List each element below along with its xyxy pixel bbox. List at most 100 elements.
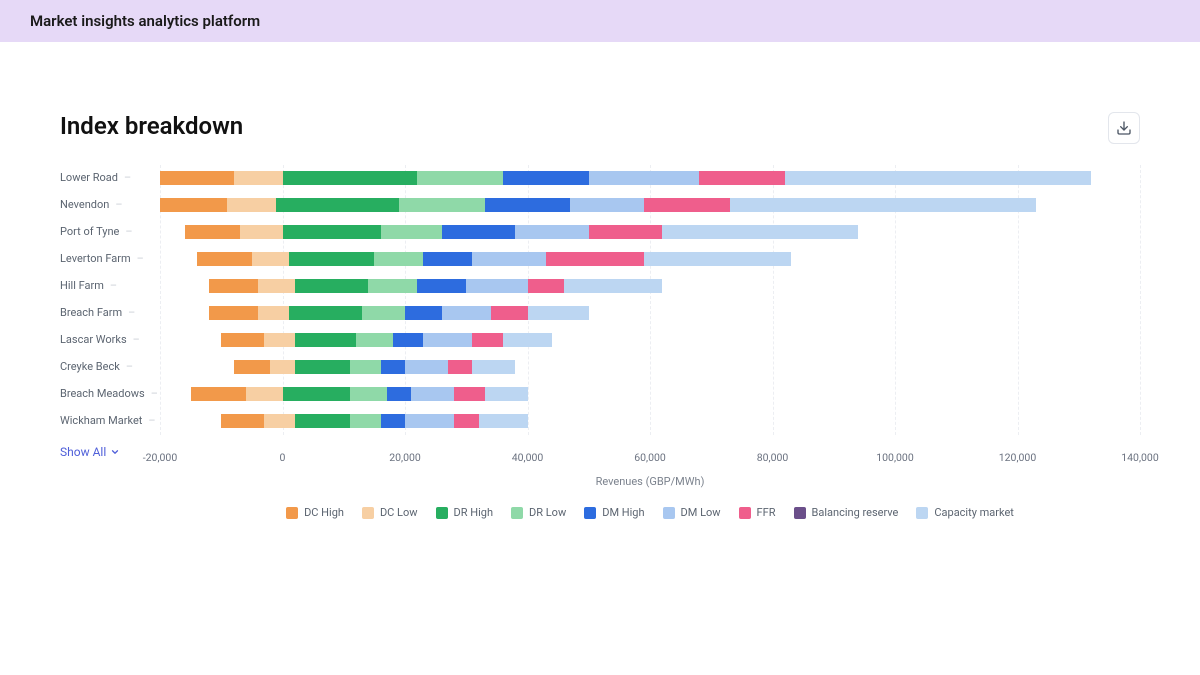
legend-label: Balancing reserve xyxy=(812,506,899,519)
bar-segment xyxy=(644,198,730,212)
bar-track[interactable] xyxy=(221,333,552,347)
x-tick: 60,000 xyxy=(634,451,666,464)
x-tick: 80,000 xyxy=(757,451,789,464)
bar-segment xyxy=(197,252,252,266)
bar-segment xyxy=(405,360,448,374)
bar-segment xyxy=(423,333,472,347)
bar-track[interactable] xyxy=(185,225,859,239)
bar-segment xyxy=(393,333,424,347)
bar-segment xyxy=(264,414,295,428)
bar-track[interactable] xyxy=(197,252,791,266)
bar-segment xyxy=(209,306,258,320)
bar-segment xyxy=(485,387,528,401)
legend-label: DC High xyxy=(304,506,344,519)
bar-track[interactable] xyxy=(234,360,516,374)
legend-label: DM Low xyxy=(681,506,721,519)
bar-segment xyxy=(295,414,350,428)
bar-segment xyxy=(221,333,264,347)
bar-segment xyxy=(295,360,350,374)
download-button[interactable] xyxy=(1108,112,1140,144)
bar-segment xyxy=(485,198,571,212)
bar-segment xyxy=(252,252,289,266)
bar-segment xyxy=(295,279,369,293)
bar-segment xyxy=(570,198,644,212)
bar-segment xyxy=(350,387,387,401)
bar-row xyxy=(160,327,1140,354)
legend-item[interactable]: DR High xyxy=(436,506,493,519)
legend-swatch xyxy=(584,507,596,519)
y-axis-label: Lower Road– xyxy=(60,164,160,191)
bar-segment xyxy=(472,360,515,374)
chart-card: Index breakdown Lower Road–Nevendon–Port… xyxy=(40,92,1160,539)
bar-segment xyxy=(699,171,785,185)
bar-segment xyxy=(411,387,454,401)
bar-segment xyxy=(381,360,406,374)
bar-track[interactable] xyxy=(160,171,1091,185)
bar-segment xyxy=(399,198,485,212)
chart-area: Lower Road–Nevendon–Port of Tyne–Leverto… xyxy=(60,164,1140,435)
bar-segment xyxy=(227,198,276,212)
bar-segment xyxy=(221,414,264,428)
bar-segment xyxy=(454,387,485,401)
bar-segment xyxy=(454,414,479,428)
y-axis-label: Breach Farm– xyxy=(60,299,160,326)
legend-item[interactable]: FFR xyxy=(739,506,776,519)
bar-segment xyxy=(209,279,258,293)
bar-segment xyxy=(503,171,589,185)
top-banner: Market insights analytics platform xyxy=(0,0,1200,42)
bar-segment xyxy=(785,171,1091,185)
legend-item[interactable]: DC High xyxy=(286,506,344,519)
bar-segment xyxy=(368,279,417,293)
bar-segment xyxy=(270,360,295,374)
bar-segment xyxy=(644,252,791,266)
legend-item[interactable]: Balancing reserve xyxy=(794,506,899,519)
y-axis-label: Hill Farm– xyxy=(60,272,160,299)
y-axis-label: Nevendon– xyxy=(60,191,160,218)
bar-track[interactable] xyxy=(191,387,528,401)
bar-segment xyxy=(442,225,516,239)
bar-segment xyxy=(374,252,423,266)
show-all-label: Show All xyxy=(60,445,106,459)
legend-label: Capacity market xyxy=(934,506,1014,519)
bar-segment xyxy=(528,279,565,293)
legend: DC High DC Low DR High DR Low DM High DM Low F… xyxy=(160,506,1140,519)
bar-segment xyxy=(258,306,289,320)
bar-segment xyxy=(503,333,552,347)
bar-segment xyxy=(564,279,662,293)
bar-segment xyxy=(381,414,406,428)
bar-segment xyxy=(381,225,442,239)
bar-segment xyxy=(246,387,283,401)
bar-row xyxy=(160,354,1140,381)
legend-item[interactable]: Capacity market xyxy=(916,506,1014,519)
bar-segment xyxy=(276,198,399,212)
bar-segment xyxy=(350,414,381,428)
legend-item[interactable]: DC Low xyxy=(362,506,418,519)
card-title: Index breakdown xyxy=(60,112,1140,140)
bar-segment xyxy=(234,171,283,185)
legend-swatch xyxy=(916,507,928,519)
bar-segment xyxy=(185,225,240,239)
legend-label: DM High xyxy=(602,506,644,519)
bar-track[interactable] xyxy=(160,198,1036,212)
chevron-down-icon xyxy=(110,447,120,457)
x-tick: -20,000 xyxy=(143,451,177,464)
bar-segment xyxy=(423,252,472,266)
legend-item[interactable]: DR Low xyxy=(511,506,566,519)
bar-track[interactable] xyxy=(221,414,527,428)
legend-swatch xyxy=(286,507,298,519)
bar-segment xyxy=(442,306,491,320)
bar-segment xyxy=(289,306,363,320)
bar-segment xyxy=(466,279,527,293)
x-axis-title: Revenues (GBP/MWh) xyxy=(160,475,1140,488)
legend-swatch xyxy=(663,507,675,519)
bar-segment xyxy=(662,225,858,239)
y-axis-labels: Lower Road–Nevendon–Port of Tyne–Leverto… xyxy=(60,164,160,435)
bar-track[interactable] xyxy=(209,306,589,320)
x-tick: 120,000 xyxy=(999,451,1036,464)
y-axis-label: Breach Meadows– xyxy=(60,380,160,407)
legend-item[interactable]: DM Low xyxy=(663,506,721,519)
bar-track[interactable] xyxy=(209,279,662,293)
legend-label: FFR xyxy=(757,506,776,519)
legend-item[interactable]: DM High xyxy=(584,506,644,519)
gridline xyxy=(1140,165,1141,435)
